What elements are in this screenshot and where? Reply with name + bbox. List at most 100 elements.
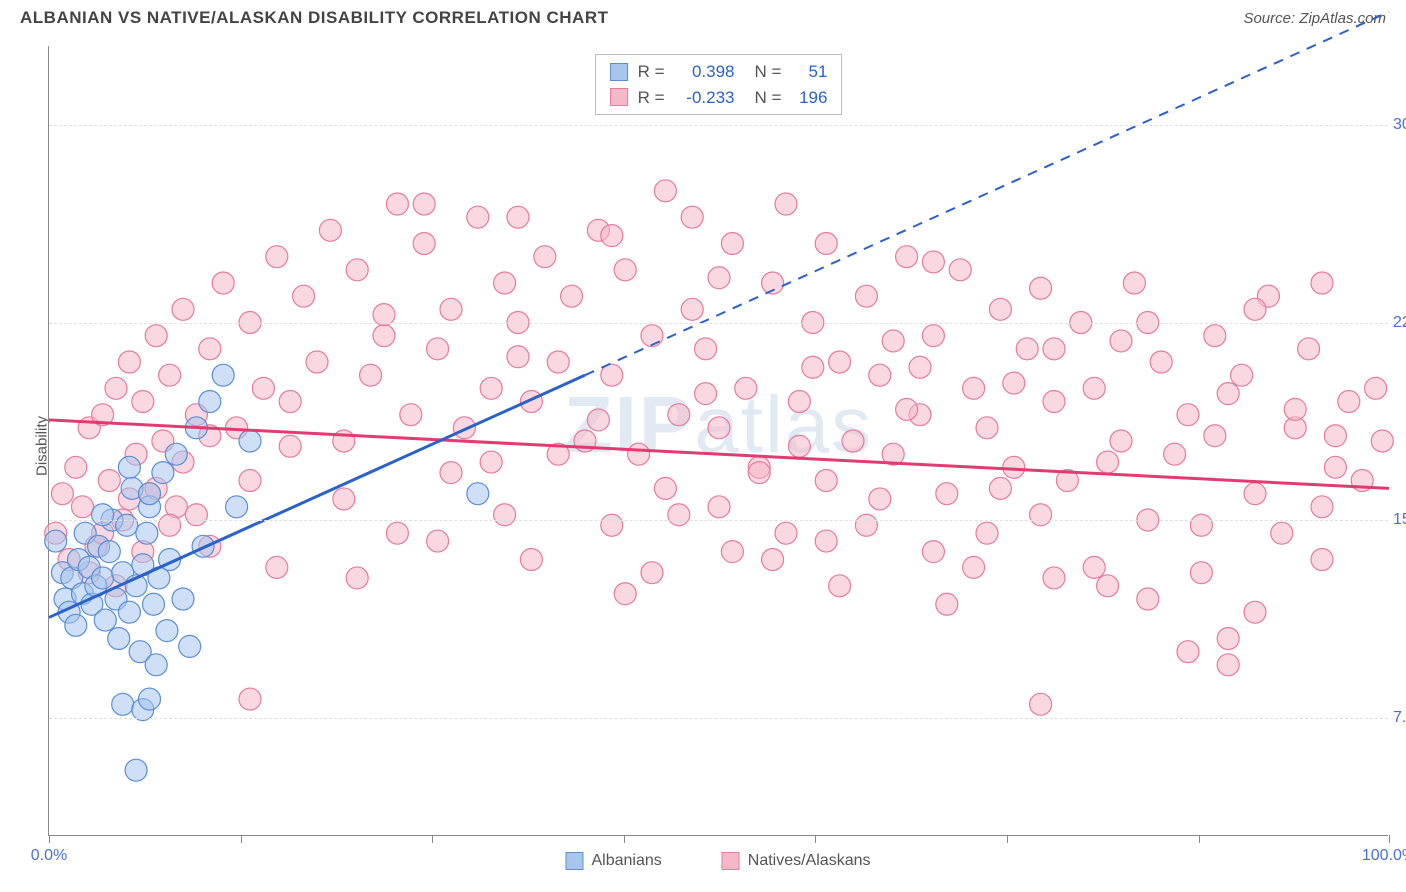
scatter-point-natives bbox=[1003, 456, 1025, 478]
scatter-point-albanians bbox=[108, 628, 130, 650]
scatter-point-natives bbox=[145, 325, 167, 347]
scatter-point-natives bbox=[1311, 549, 1333, 571]
scatter-point-natives bbox=[855, 514, 877, 536]
scatter-point-natives bbox=[212, 272, 234, 294]
scatter-point-natives bbox=[520, 549, 542, 571]
scatter-point-natives bbox=[681, 298, 703, 320]
scatter-point-natives bbox=[266, 246, 288, 268]
scatter-point-natives bbox=[922, 541, 944, 563]
scatter-point-natives bbox=[1110, 430, 1132, 452]
stats-row: R =-0.233N =196 bbox=[610, 85, 828, 111]
x-tick bbox=[624, 835, 625, 843]
scatter-point-natives bbox=[735, 377, 757, 399]
scatter-point-natives bbox=[936, 483, 958, 505]
x-tick bbox=[1389, 835, 1390, 843]
scatter-point-natives bbox=[989, 477, 1011, 499]
scatter-point-albanians bbox=[467, 483, 489, 505]
scatter-point-natives bbox=[762, 549, 784, 571]
scatter-point-natives bbox=[386, 522, 408, 544]
gridline-h bbox=[49, 718, 1388, 719]
header: ALBANIAN VS NATIVE/ALASKAN DISABILITY CO… bbox=[0, 0, 1406, 28]
y-tick-label: 15.0% bbox=[1393, 511, 1406, 529]
scatter-point-natives bbox=[721, 541, 743, 563]
scatter-point-albanians bbox=[65, 614, 87, 636]
scatter-point-natives bbox=[480, 377, 502, 399]
scatter-point-natives bbox=[1043, 391, 1065, 413]
scatter-point-natives bbox=[172, 298, 194, 320]
scatter-point-albanians bbox=[125, 759, 147, 781]
legend-label: Natives/Alaskans bbox=[748, 852, 871, 870]
scatter-point-albanians bbox=[239, 430, 261, 452]
scatter-point-natives bbox=[1016, 338, 1038, 360]
scatter-point-natives bbox=[1003, 372, 1025, 394]
scatter-point-natives bbox=[842, 430, 864, 452]
scatter-point-natives bbox=[949, 259, 971, 281]
chart-area: ZIPatlas R =0.398N =51R =-0.233N =196 7.… bbox=[48, 46, 1388, 836]
x-tick-label: 0.0% bbox=[31, 847, 67, 865]
scatter-point-albanians bbox=[172, 588, 194, 610]
scatter-point-natives bbox=[1244, 601, 1266, 623]
x-tick bbox=[432, 835, 433, 843]
scatter-point-natives bbox=[561, 285, 583, 307]
stats-r-label: R = bbox=[638, 59, 665, 85]
scatter-point-albanians bbox=[145, 654, 167, 676]
scatter-point-natives bbox=[641, 562, 663, 584]
scatter-point-natives bbox=[989, 298, 1011, 320]
stats-legend-box: R =0.398N =51R =-0.233N =196 bbox=[595, 54, 843, 115]
scatter-point-natives bbox=[815, 470, 837, 492]
scatter-point-natives bbox=[1244, 483, 1266, 505]
y-tick-label: 22.5% bbox=[1393, 314, 1406, 332]
scatter-point-albanians bbox=[94, 609, 116, 631]
scatter-point-natives bbox=[802, 356, 824, 378]
scatter-point-natives bbox=[963, 556, 985, 578]
scatter-point-natives bbox=[1190, 562, 1212, 584]
scatter-point-natives bbox=[601, 514, 623, 536]
scatter-point-albanians bbox=[139, 688, 161, 710]
stats-swatch bbox=[610, 88, 628, 106]
scatter-point-natives bbox=[708, 496, 730, 518]
scatter-point-natives bbox=[266, 556, 288, 578]
scatter-point-natives bbox=[494, 272, 516, 294]
x-tick bbox=[49, 835, 50, 843]
x-tick bbox=[241, 835, 242, 843]
scatter-point-natives bbox=[1271, 522, 1293, 544]
scatter-point-natives bbox=[668, 404, 690, 426]
scatter-point-natives bbox=[1030, 693, 1052, 715]
scatter-point-natives bbox=[440, 298, 462, 320]
scatter-point-natives bbox=[1123, 272, 1145, 294]
scatter-point-albanians bbox=[179, 635, 201, 657]
plot-region: ZIPatlas R =0.398N =51R =-0.233N =196 7.… bbox=[48, 46, 1388, 836]
scatter-point-natives bbox=[98, 470, 120, 492]
scatter-point-albanians bbox=[212, 364, 234, 386]
scatter-point-natives bbox=[480, 451, 502, 473]
scatter-point-natives bbox=[815, 530, 837, 552]
scatter-point-natives bbox=[614, 583, 636, 605]
scatter-point-albanians bbox=[139, 483, 161, 505]
scatter-point-natives bbox=[788, 435, 810, 457]
scatter-point-natives bbox=[896, 398, 918, 420]
scatter-point-natives bbox=[641, 325, 663, 347]
stats-row: R =0.398N =51 bbox=[610, 59, 828, 85]
scatter-point-natives bbox=[319, 219, 341, 241]
scatter-point-natives bbox=[896, 246, 918, 268]
scatter-point-natives bbox=[386, 193, 408, 215]
stats-n-label: N = bbox=[755, 59, 782, 85]
scatter-point-natives bbox=[963, 377, 985, 399]
scatter-point-natives bbox=[400, 404, 422, 426]
scatter-point-albanians bbox=[143, 593, 165, 615]
scatter-point-natives bbox=[293, 285, 315, 307]
scatter-point-natives bbox=[601, 225, 623, 247]
scatter-point-natives bbox=[1097, 451, 1119, 473]
stats-n-label: N = bbox=[755, 85, 782, 111]
scatter-point-albanians bbox=[199, 391, 221, 413]
stats-r-label: R = bbox=[638, 85, 665, 111]
scatter-point-natives bbox=[922, 325, 944, 347]
scatter-point-natives bbox=[105, 377, 127, 399]
gridline-h bbox=[49, 520, 1388, 521]
scatter-point-natives bbox=[775, 193, 797, 215]
scatter-point-albanians bbox=[136, 522, 158, 544]
scatter-point-natives bbox=[507, 346, 529, 368]
stats-n-value: 51 bbox=[791, 59, 827, 85]
scatter-point-natives bbox=[507, 206, 529, 228]
scatter-point-natives bbox=[976, 417, 998, 439]
